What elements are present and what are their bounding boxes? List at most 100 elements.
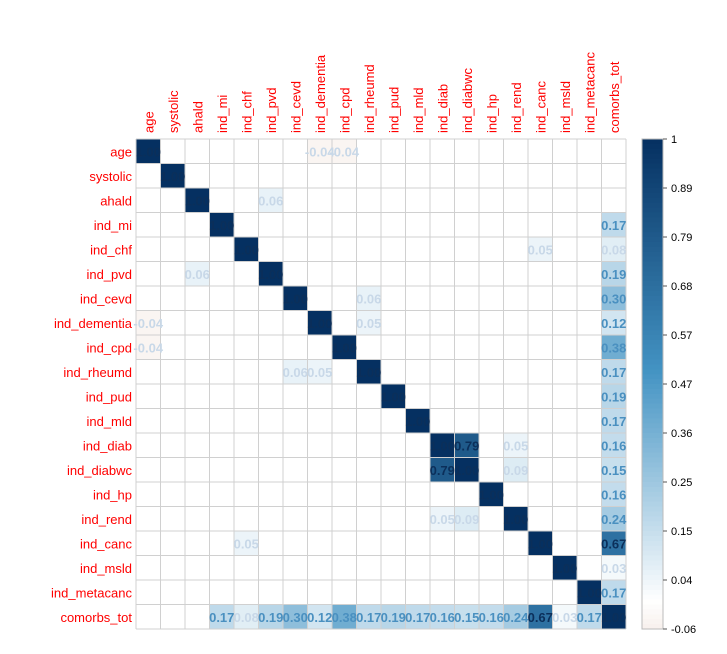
colorbar-step-15 bbox=[642, 212, 663, 218]
colorbar-step-73 bbox=[642, 496, 663, 503]
cell-value-ind_pvd-ahald: 0.06 bbox=[185, 267, 210, 282]
cell-comorbs_tot-ind_msld bbox=[552, 604, 577, 629]
cell-value-labels: 1.001.001.001.001.001.001.001.001.001.00… bbox=[133, 144, 627, 625]
colorbar-step-47 bbox=[642, 369, 663, 375]
colorbar-step-57 bbox=[642, 418, 663, 424]
colorbar-step-64 bbox=[642, 452, 663, 459]
cell-age-ind_cpd bbox=[332, 139, 357, 164]
colorbar-step-87 bbox=[642, 565, 663, 571]
colorbar-tick-label-8: 0.15 bbox=[671, 526, 692, 538]
cell-ahald-ahald bbox=[185, 188, 210, 213]
cell-value-ind_diab-ind_diab: 1.00 bbox=[430, 438, 455, 453]
colorbar-step-59 bbox=[642, 428, 663, 434]
cell-value-comorbs_tot-ind_mi: 0.17 bbox=[209, 610, 234, 625]
cell-comorbs_tot-ind_diab bbox=[430, 604, 455, 629]
colorbar-step-25 bbox=[642, 261, 663, 267]
colorbar-step-74 bbox=[642, 501, 663, 508]
cell-comorbs_tot-ind_chf bbox=[234, 604, 259, 629]
colorbar-step-66 bbox=[642, 462, 663, 468]
cell-ind_rend-ind_diabwc bbox=[454, 506, 479, 531]
cell-ind_diabwc-ind_diab bbox=[430, 457, 455, 482]
row-label-ind_dementia: ind_dementia bbox=[54, 316, 133, 331]
cell-value-comorbs_tot-ind_metacanc: 0.17 bbox=[577, 610, 602, 625]
colorbar-step-4 bbox=[642, 158, 663, 165]
colorbar-tick-label-1: 0.89 bbox=[671, 183, 692, 195]
cell-value-ind_diabwc-ind_diab: 0.79 bbox=[430, 463, 455, 478]
colorbar-step-60 bbox=[642, 433, 663, 439]
cell-value-comorbs_tot-ind_mld: 0.17 bbox=[405, 610, 430, 625]
column-labels: age systolic ahald ind_mi ind_chf ind_pvd ind_… bbox=[141, 52, 622, 133]
cell-ind_rend-comorbs_tot bbox=[601, 506, 626, 531]
colorbar-tick-label-9: 0.04 bbox=[671, 575, 692, 587]
cell-ind_diab-ind_diabwc bbox=[454, 433, 479, 458]
colorbar-step-77 bbox=[642, 516, 663, 522]
colorbar-step-46 bbox=[642, 364, 663, 370]
cell-value-ind_rend-ind_diabwc: 0.09 bbox=[454, 512, 479, 527]
row-label-ind_mld: ind_mld bbox=[86, 414, 132, 429]
row-labels: age systolic ahald ind_mi ind_chf ind_pvd ind_… bbox=[51, 144, 133, 625]
colorbar-step-76 bbox=[642, 511, 663, 517]
row-label-ind_mi: ind_mi bbox=[94, 218, 132, 233]
cell-value-ind_diab-ind_diabwc: 0.79 bbox=[454, 438, 479, 453]
column-label-comorbs_tot: comorbs_tot bbox=[607, 61, 622, 133]
cell-value-ind_pud-comorbs_tot: 0.19 bbox=[601, 389, 626, 404]
colorbar-step-12 bbox=[642, 197, 663, 204]
cell-value-comorbs_tot-ind_cpd: 0.38 bbox=[332, 610, 357, 625]
colorbar-tick-label-6: 0.36 bbox=[671, 428, 692, 440]
colorbar-step-54 bbox=[642, 403, 663, 410]
colorbar-step-0 bbox=[642, 139, 663, 145]
cell-ind_dementia-age bbox=[136, 310, 161, 335]
row-label-ind_msld: ind_msld bbox=[80, 561, 132, 576]
column-label-ind_rheumd: ind_rheumd bbox=[362, 64, 377, 133]
cell-value-ind_rheumd-ind_cevd: 0.06 bbox=[283, 365, 308, 380]
column-label-ind_rend: ind_rend bbox=[509, 82, 524, 133]
cell-ind_chf-ind_canc bbox=[528, 237, 553, 262]
cell-ind_pud-comorbs_tot bbox=[601, 384, 626, 409]
cell-value-ind_dementia-ind_dementia: 1.00 bbox=[307, 316, 332, 331]
colorbar-step-6 bbox=[642, 168, 663, 174]
cell-ind_canc-ind_canc bbox=[528, 531, 553, 556]
cell-value-comorbs_tot-ind_canc: 0.67 bbox=[528, 610, 553, 625]
cell-value-ind_hp-comorbs_tot: 0.16 bbox=[601, 487, 626, 502]
colorbar-step-1 bbox=[642, 143, 663, 150]
colorbar-step-51 bbox=[642, 388, 663, 395]
colorbar-step-21 bbox=[642, 241, 663, 248]
colorbar: 1 0.89 0.79 0.68 0.57 0.47 0.36 0.25 0.15 0.04 -0.… bbox=[641, 134, 696, 636]
cell-value-ind_cevd-ind_cevd: 1.00 bbox=[283, 291, 308, 306]
column-label-ahald: ahald bbox=[190, 101, 205, 133]
cell-value-ind_cevd-comorbs_tot: 0.30 bbox=[601, 291, 626, 306]
column-label-age: age bbox=[141, 111, 156, 133]
cell-value-ind_rend-ind_diab: 0.05 bbox=[430, 512, 455, 527]
colorbar-step-49 bbox=[642, 379, 663, 385]
cell-comorbs_tot-ind_hp bbox=[479, 604, 504, 629]
cell-ind_rheumd-ind_rheumd bbox=[356, 359, 381, 384]
colorbar-step-33 bbox=[642, 300, 663, 307]
cell-ind_canc-comorbs_tot bbox=[601, 531, 626, 556]
colorbar-step-58 bbox=[642, 423, 663, 429]
cell-ind_pud-ind_pud bbox=[381, 384, 406, 409]
cell-comorbs_tot-ind_cevd bbox=[283, 604, 308, 629]
colorbar-tick-label-4: 0.57 bbox=[671, 330, 692, 342]
cell-value-ahald-ind_pvd: 0.06 bbox=[258, 193, 283, 208]
colorbar-step-31 bbox=[642, 290, 663, 297]
cell-value-ind_cpd-ind_cpd: 1.00 bbox=[332, 340, 357, 355]
cell-value-comorbs_tot-ind_chf: 0.08 bbox=[234, 610, 259, 625]
cell-ind_canc-ind_chf bbox=[234, 531, 259, 556]
column-label-ind_hp: ind_hp bbox=[484, 94, 499, 133]
row-label-systolic: systolic bbox=[89, 169, 132, 184]
column-label-ind_cpd: ind_cpd bbox=[337, 87, 352, 133]
cell-value-ind_hp-ind_hp: 1.00 bbox=[479, 487, 504, 502]
colorbar-step-13 bbox=[642, 202, 663, 209]
cell-ind_rend-ind_diab bbox=[430, 506, 455, 531]
cell-comorbs_tot-ind_mld bbox=[405, 604, 430, 629]
cell-ind_metacanc-comorbs_tot bbox=[601, 580, 626, 605]
grid-lines bbox=[135, 138, 627, 630]
row-label-ind_hp: ind_hp bbox=[93, 487, 132, 502]
cell-value-ind_diabwc-ind_rend: 0.09 bbox=[503, 463, 528, 478]
colorbar-step-38 bbox=[642, 325, 663, 331]
cell-ind_chf-comorbs_tot bbox=[601, 237, 626, 262]
colorbar-step-92 bbox=[642, 589, 663, 596]
colorbar-step-44 bbox=[642, 354, 663, 361]
row-label-ind_pvd: ind_pvd bbox=[86, 267, 132, 282]
cell-comorbs_tot-ind_pud bbox=[381, 604, 406, 629]
